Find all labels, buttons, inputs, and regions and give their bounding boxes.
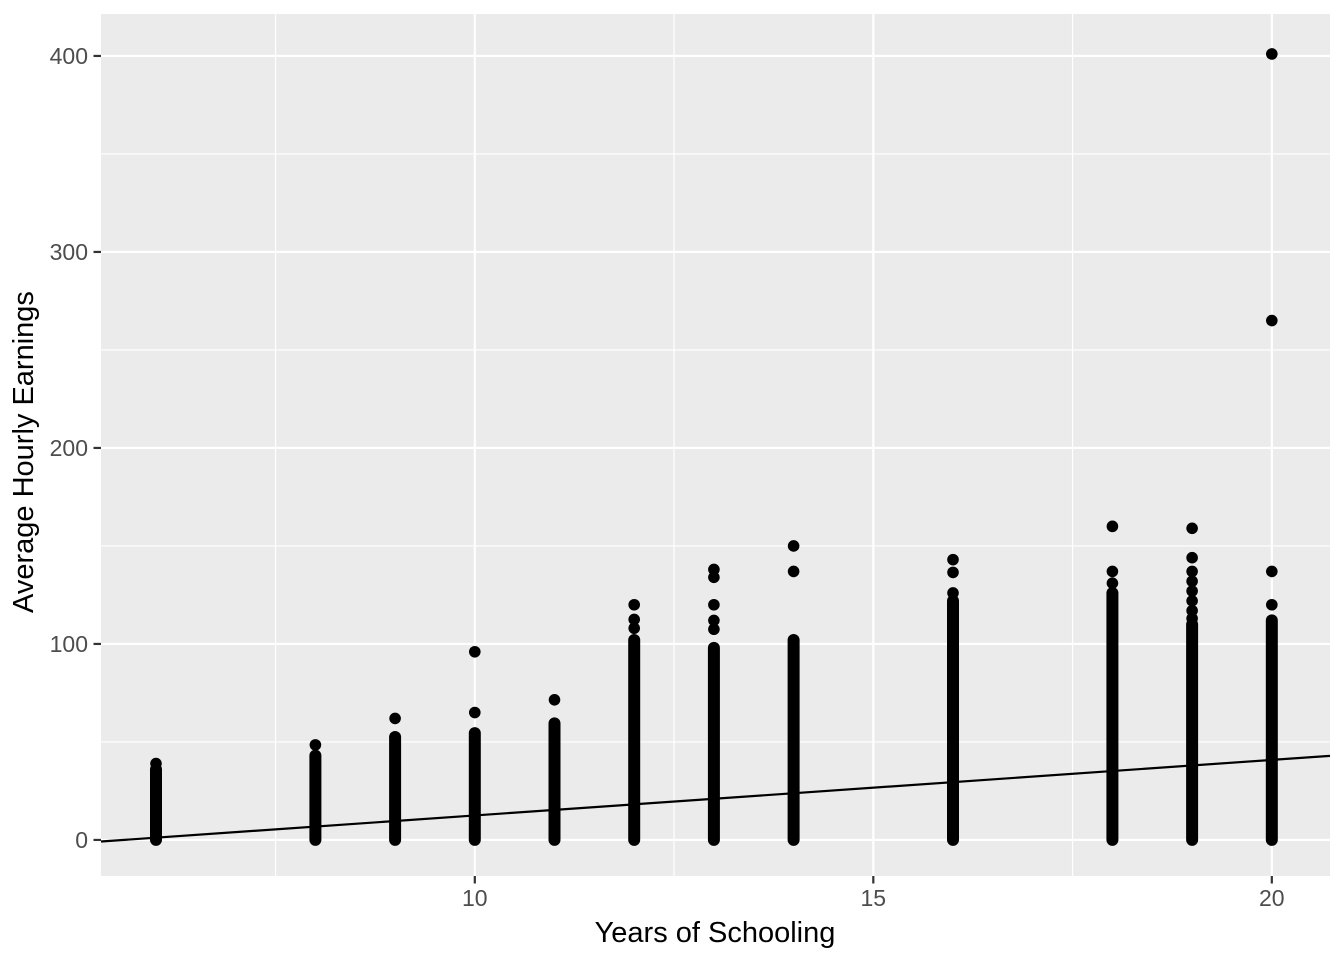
data-point — [628, 598, 641, 611]
data-point — [947, 587, 959, 599]
data-point — [628, 622, 641, 635]
y-tick-label: 400 — [50, 43, 88, 69]
data-point — [708, 614, 720, 627]
regression-line-group — [100, 754, 1331, 843]
data-point — [1106, 577, 1119, 589]
data-point — [947, 566, 959, 579]
data-point — [1266, 48, 1278, 60]
y-tick-label: 100 — [50, 631, 88, 657]
y-tick-label: 200 — [50, 435, 88, 461]
x-axis-title: Years of Schooling — [595, 917, 836, 949]
data-points — [149, 48, 1278, 846]
data-point — [469, 706, 481, 719]
data-point — [309, 739, 322, 751]
x-tick-label: 10 — [462, 885, 488, 911]
data-point — [1106, 565, 1119, 578]
data-point — [787, 565, 800, 578]
data-point — [1186, 585, 1198, 597]
data-point — [1186, 565, 1198, 578]
data-point — [947, 553, 959, 566]
data-point — [708, 563, 720, 576]
x-tick-label: 20 — [1259, 885, 1285, 911]
data-point — [1186, 551, 1198, 564]
data-point — [469, 645, 481, 658]
data-point — [708, 598, 720, 611]
data-point — [1106, 520, 1119, 533]
data-point — [548, 693, 561, 706]
regression-line — [100, 754, 1331, 843]
data-point — [1266, 598, 1278, 611]
axis-tick-marks — [93, 54, 1273, 884]
x-tick-label: 15 — [861, 885, 887, 911]
data-point — [1186, 604, 1198, 617]
data-point — [1266, 314, 1278, 327]
y-tick-label: 0 — [75, 827, 88, 853]
data-point — [787, 540, 800, 552]
data-point — [389, 712, 401, 725]
data-point — [1266, 565, 1278, 578]
data-point — [1186, 595, 1198, 607]
y-axis-title: Average Hourly Earnings — [8, 291, 40, 613]
data-point — [1186, 575, 1198, 588]
data-point — [1186, 522, 1198, 535]
data-point — [628, 613, 641, 626]
data-point — [150, 757, 162, 770]
data-point — [708, 623, 720, 636]
y-tick-label: 300 — [50, 239, 88, 265]
